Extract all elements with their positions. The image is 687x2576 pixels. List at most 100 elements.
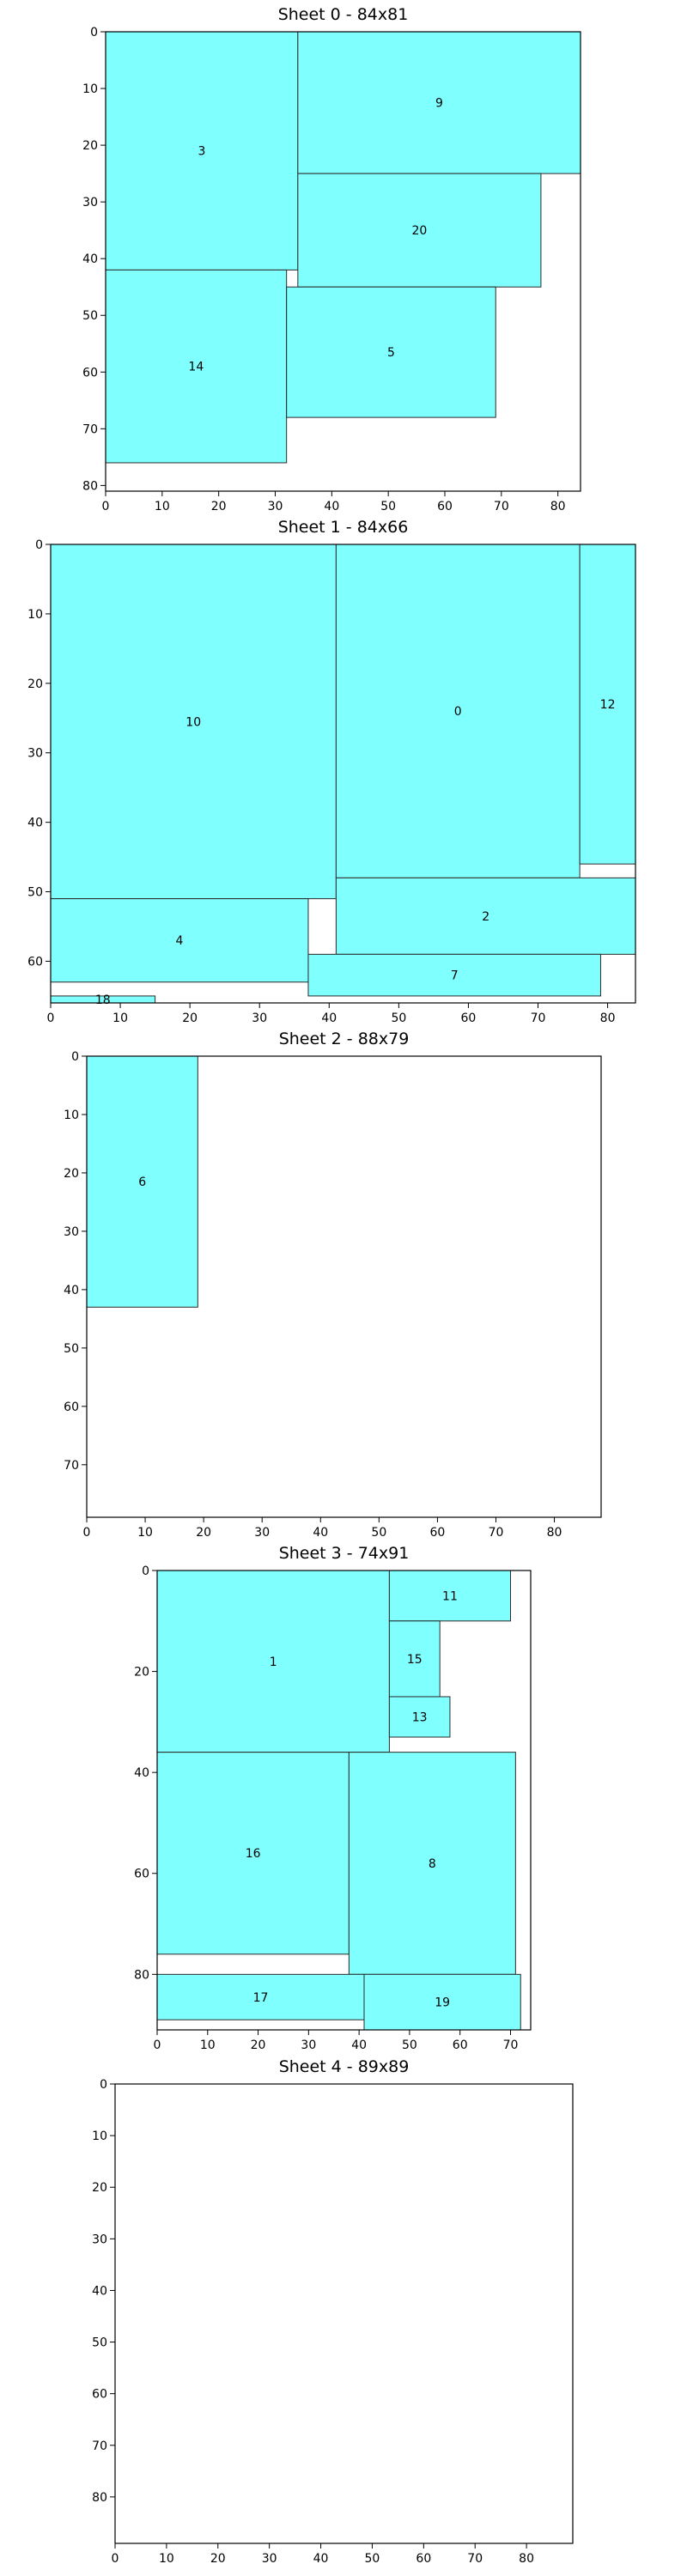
sheet-0-x-tick-label: 60: [437, 500, 453, 513]
sheet-0-x-tick-label: 0: [102, 500, 110, 513]
sheet-3-piece-label-15: 15: [407, 1653, 423, 1667]
sheet-2-x-tick-label: 0: [83, 1526, 91, 1540]
sheet-2-x-tick-label: 50: [371, 1526, 386, 1540]
sheet-0-title: Sheet 0 - 84x81: [278, 5, 409, 24]
sheet-1-y-tick-label: 40: [27, 817, 43, 830]
sheet-3-frame: [156, 1570, 532, 2031]
sheet-3-piece-19: [363, 1973, 521, 2031]
sheet-1-piece-label-0: 0: [454, 705, 462, 719]
sheet-4-y-tick-label: 60: [92, 2388, 107, 2402]
sheet-1-piece-7: [307, 953, 601, 997]
sheet-0-piece-label-3: 3: [198, 145, 205, 159]
sheet-2-y-tick-label: 10: [64, 1109, 79, 1122]
sheet-4-x-tick-label: 60: [416, 2552, 431, 2566]
sheet-1-piece-label-7: 7: [451, 969, 459, 983]
sheet-1-x-tick-label: 60: [461, 1012, 477, 1025]
sheet-3-x-tick-label: 20: [251, 2038, 266, 2052]
sheet-3-y-tick-label: 0: [142, 1564, 149, 1578]
sheet-4-y-tick-label: 40: [92, 2284, 107, 2298]
sheet-2-x-tick-label: 20: [196, 1526, 211, 1540]
sheet-2-x-tick-label: 70: [489, 1526, 504, 1540]
sheet-1-piece-12: [579, 544, 636, 865]
sheet-3-x-tick-label: 10: [200, 2038, 216, 2052]
sheet-1-y-tick-label: 20: [27, 677, 43, 691]
sheet-1-piece-2: [335, 877, 636, 955]
sheet-4-title: Sheet 4 - 89x89: [279, 2057, 410, 2076]
sheet-0-x-tick-label: 50: [380, 500, 396, 513]
sheet-4-x-tick-label: 40: [313, 2552, 329, 2566]
sheet-0-x-tick-label: 70: [494, 500, 509, 513]
sheet-0-piece-label-14: 14: [188, 361, 204, 374]
sheet-4-y-tick-label: 80: [92, 2491, 107, 2505]
sheet-3-y-tick-label: 40: [134, 1766, 149, 1780]
sheet-0-piece-14: [105, 269, 288, 464]
sheet-3-piece-13: [388, 1696, 451, 1738]
sheet-1-piece-label-4: 4: [176, 934, 184, 948]
sheet-3-y-tick-label: 20: [134, 1666, 149, 1680]
sheet-3-piece-label-13: 13: [412, 1710, 428, 1724]
sheet-1-y-tick-label: 10: [27, 608, 43, 622]
sheet-3-title: Sheet 3 - 74x91: [279, 1544, 410, 1563]
sheet-0-y-tick-label: 40: [82, 252, 98, 266]
sheet-0-piece-label-5: 5: [387, 346, 395, 360]
sheet-3-x-tick-label: 30: [301, 2038, 316, 2052]
sheet-1-piece-4: [50, 898, 309, 983]
sheet-0-y-tick-label: 50: [82, 309, 98, 323]
sheet-1-piece-label-12: 12: [600, 698, 616, 712]
sheet-3-piece-11: [388, 1570, 511, 1622]
sheet-2-piece-label-6: 6: [138, 1176, 146, 1189]
sheet-1-x-tick-label: 50: [391, 1012, 406, 1025]
sheet-0-x-tick-label: 20: [211, 500, 227, 513]
sheet-2-piece-6: [86, 1055, 198, 1308]
sheet-2-frame: [86, 1055, 602, 1518]
sheet-3-x-tick-label: 70: [503, 2038, 519, 2052]
sheet-3-piece-15: [388, 1620, 441, 1698]
sheet-0-y-tick-label: 10: [82, 82, 98, 96]
sheet-1-piece-label-10: 10: [185, 715, 201, 729]
sheet-4-panel: Sheet 4 - 89x89 0 10 20 30 40 50 60 70 80 0 10 20 30 4…: [92, 2057, 574, 2566]
sheet-3-piece-label-17: 17: [253, 1991, 269, 2005]
sheet-0-piece-3: [105, 31, 299, 270]
sheet-3-x-tick-label: 0: [154, 2038, 161, 2052]
sheet-3-x-tick-label: 60: [453, 2038, 468, 2052]
sheet-1-x-tick-label: 70: [531, 1012, 546, 1025]
sheet-0-piece-label-9: 9: [435, 97, 443, 111]
sheet-1-piece-label-2: 2: [482, 910, 489, 924]
sheet-0-piece-20: [297, 173, 542, 288]
sheet-4-y-tick-label: 50: [92, 2336, 107, 2350]
sheet-4-x-tick-label: 80: [519, 2552, 534, 2566]
sheet-4-y-tick-label: 70: [92, 2439, 107, 2453]
sheet-3-y-tick-label: 60: [134, 1868, 149, 1881]
sheet-3-y-tick-label: 80: [134, 1968, 149, 1982]
sheet-1-panel: Sheet 1 - 84x66 10 0 12 4 2 7 18 0 10 20 30 40 50 60 70…: [27, 518, 636, 1025]
sheet-4-x-tick-label: 70: [467, 2552, 483, 2566]
sheet-4-x-tick-label: 20: [210, 2552, 226, 2566]
sheet-1-title: Sheet 1 - 84x66: [278, 518, 409, 537]
sheet-2-x-tick-label: 40: [313, 1526, 328, 1540]
sheet-2-x-tick-label: 60: [429, 1526, 445, 1540]
sheet-1-x-tick-label: 0: [47, 1012, 55, 1025]
sheet-0-y-tick-label: 0: [90, 26, 98, 39]
sheet-4-x-tick-label: 50: [365, 2552, 380, 2566]
sheet-1-x-tick-label: 10: [112, 1012, 128, 1025]
sheet-2-x-tick-label: 30: [254, 1526, 270, 1540]
sheet-1-x-tick-label: 30: [252, 1012, 267, 1025]
sheet-0-y-tick-label: 80: [82, 479, 98, 493]
sheet-2-title: Sheet 2 - 88x79: [279, 1030, 410, 1048]
sheet-3-piece-label-1: 1: [270, 1656, 277, 1669]
sheet-3-piece-8: [348, 1752, 516, 1975]
sheet-0-x-tick-label: 40: [324, 500, 339, 513]
sheet-0-y-tick-label: 20: [82, 139, 98, 153]
sheet-4-y-tick-label: 0: [100, 2078, 107, 2092]
sheet-1-x-tick-label: 40: [321, 1012, 337, 1025]
sheet-0-x-tick-label: 80: [550, 500, 566, 513]
sheet-4-x-tick-label: 0: [112, 2552, 119, 2566]
sheet-0-y-tick-label: 70: [82, 422, 98, 436]
sheet-1-y-tick-label: 50: [27, 886, 43, 900]
sheet-1-y-tick-label: 60: [27, 955, 43, 969]
sheet-1-piece-0: [335, 544, 581, 878]
sheet-2-y-tick-label: 20: [64, 1167, 79, 1181]
